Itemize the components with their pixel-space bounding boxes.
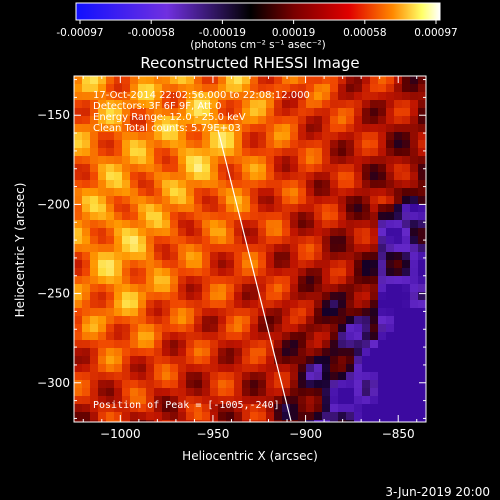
colorbar-ticks: -0.00097 -0.00058 -0.00019 0.00019 0.00058 0.… [56,20,458,39]
colorbar-tick-label: 0.00058 [343,27,386,39]
image-info: 17-Oct-2014 22:02:56.000 to 22:08:12.000… [93,90,310,134]
axis-ticks: −1000 −950 −900 −850 −150 −200 −250 −300 [37,76,426,441]
y-tick-label: −150 [37,108,70,122]
colorbar-tick-label: -0.00097 [56,27,103,39]
image-title: Reconstructed RHESSI Image [140,54,359,72]
colorbar-units: (photons cm⁻² s⁻¹ asec⁻²) [190,39,325,51]
info-counts: Clean Total counts: 5.79E+03 [93,123,241,134]
y-axis-label: Heliocentric Y (arcsec) [13,183,27,318]
rhessi-map [74,76,426,422]
x-tick-label: −1000 [100,427,141,441]
y-tick-label: −300 [37,376,70,390]
info-detectors: Detectors: 3F 6F 9F, Att 0 [93,101,221,112]
y-tick-label: −200 [37,197,70,211]
colorbar-tick-label: -0.00058 [128,27,175,39]
colorbar-tick-label: -0.00019 [199,27,246,39]
footer-date: 3-Jun-2019 20:00 [385,485,490,499]
colorbar-tick-label: 0.00019 [272,27,315,39]
x-tick-label: −850 [382,427,415,441]
y-tick-label: −250 [37,287,70,301]
colorbar [75,2,441,21]
x-axis-label: Heliocentric X (arcsec) [182,449,318,463]
info-time: 17-Oct-2014 22:02:56.000 to 22:08:12.000 [93,90,310,101]
x-tick-label: −950 [196,427,229,441]
info-energy: Energy Range: 12.0 - 25.0 keV [93,112,246,123]
solar-limb-line [217,129,292,422]
peak-position: Position of Peak = [-1005,-240] [93,400,280,411]
x-tick-label: −900 [289,427,322,441]
colorbar-tick-label: 0.00097 [414,27,457,39]
